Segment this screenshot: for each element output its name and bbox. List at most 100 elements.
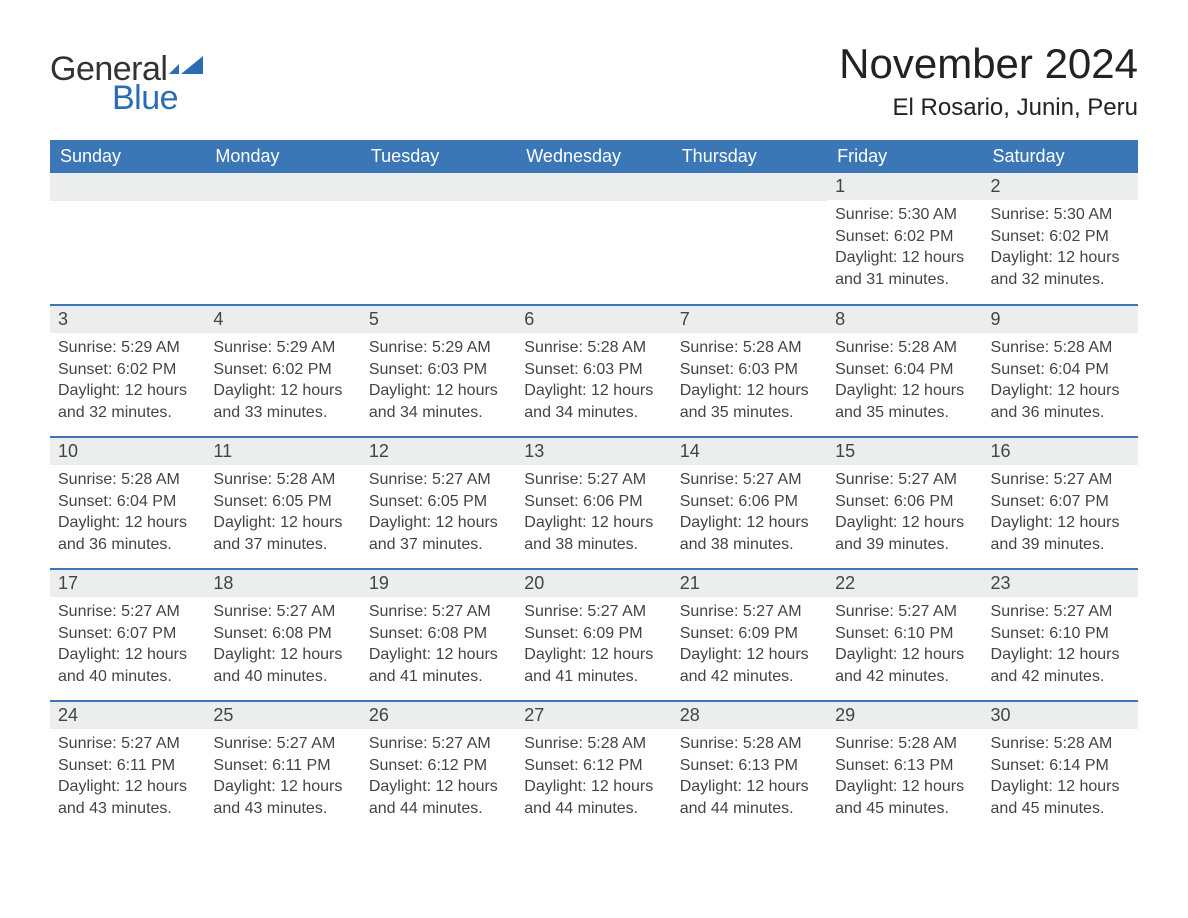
- calendar-day: 23Sunrise: 5:27 AMSunset: 6:10 PMDayligh…: [983, 569, 1138, 701]
- sunset-line: Sunset: 6:03 PM: [680, 359, 819, 381]
- day-details: Sunrise: 5:27 AMSunset: 6:09 PMDaylight:…: [672, 597, 827, 693]
- calendar-week: 24Sunrise: 5:27 AMSunset: 6:11 PMDayligh…: [50, 701, 1138, 833]
- daylight-line: Daylight: 12 hours and 45 minutes.: [835, 776, 974, 819]
- sunrise-line: Sunrise: 5:29 AM: [213, 337, 352, 359]
- daylight-line: Daylight: 12 hours and 32 minutes.: [58, 380, 197, 423]
- daylight-line: Daylight: 12 hours and 43 minutes.: [213, 776, 352, 819]
- sunset-line: Sunset: 6:11 PM: [58, 755, 197, 777]
- daylight-line: Daylight: 12 hours and 45 minutes.: [991, 776, 1130, 819]
- calendar-week: 17Sunrise: 5:27 AMSunset: 6:07 PMDayligh…: [50, 569, 1138, 701]
- day-details: Sunrise: 5:28 AMSunset: 6:03 PMDaylight:…: [516, 333, 671, 429]
- day-number: 7: [672, 306, 827, 333]
- calendar-day: 13Sunrise: 5:27 AMSunset: 6:06 PMDayligh…: [516, 437, 671, 569]
- calendar-day: 30Sunrise: 5:28 AMSunset: 6:14 PMDayligh…: [983, 701, 1138, 833]
- day-number: 18: [205, 570, 360, 597]
- day-number: 14: [672, 438, 827, 465]
- daylight-line: Daylight: 12 hours and 42 minutes.: [991, 644, 1130, 687]
- calendar-day: 6Sunrise: 5:28 AMSunset: 6:03 PMDaylight…: [516, 305, 671, 437]
- sunset-line: Sunset: 6:02 PM: [991, 226, 1130, 248]
- sunset-line: Sunset: 6:06 PM: [524, 491, 663, 513]
- sunrise-line: Sunrise: 5:29 AM: [58, 337, 197, 359]
- sunrise-line: Sunrise: 5:28 AM: [991, 733, 1130, 755]
- daylight-line: Daylight: 12 hours and 39 minutes.: [835, 512, 974, 555]
- daylight-line: Daylight: 12 hours and 44 minutes.: [680, 776, 819, 819]
- calendar-day-empty: [516, 173, 671, 305]
- calendar-day: 18Sunrise: 5:27 AMSunset: 6:08 PMDayligh…: [205, 569, 360, 701]
- calendar-day: 27Sunrise: 5:28 AMSunset: 6:12 PMDayligh…: [516, 701, 671, 833]
- sunrise-line: Sunrise: 5:28 AM: [680, 733, 819, 755]
- calendar-day: 7Sunrise: 5:28 AMSunset: 6:03 PMDaylight…: [672, 305, 827, 437]
- sunset-line: Sunset: 6:10 PM: [991, 623, 1130, 645]
- sunset-line: Sunset: 6:06 PM: [835, 491, 974, 513]
- calendar-day-empty: [361, 173, 516, 305]
- daylight-line: Daylight: 12 hours and 42 minutes.: [835, 644, 974, 687]
- sunrise-line: Sunrise: 5:28 AM: [524, 337, 663, 359]
- day-number: 9: [983, 306, 1138, 333]
- calendar-day: 21Sunrise: 5:27 AMSunset: 6:09 PMDayligh…: [672, 569, 827, 701]
- calendar-day: 22Sunrise: 5:27 AMSunset: 6:10 PMDayligh…: [827, 569, 982, 701]
- day-details: Sunrise: 5:27 AMSunset: 6:07 PMDaylight:…: [50, 597, 205, 693]
- sunset-line: Sunset: 6:10 PM: [835, 623, 974, 645]
- sunrise-line: Sunrise: 5:27 AM: [369, 469, 508, 491]
- sunrise-line: Sunrise: 5:27 AM: [58, 733, 197, 755]
- day-details: Sunrise: 5:28 AMSunset: 6:14 PMDaylight:…: [983, 729, 1138, 825]
- daylight-line: Daylight: 12 hours and 40 minutes.: [213, 644, 352, 687]
- empty-day-bar: [672, 173, 827, 201]
- day-details: Sunrise: 5:27 AMSunset: 6:11 PMDaylight:…: [50, 729, 205, 825]
- calendar-day-empty: [50, 173, 205, 305]
- daylight-line: Daylight: 12 hours and 36 minutes.: [991, 380, 1130, 423]
- daylight-line: Daylight: 12 hours and 40 minutes.: [58, 644, 197, 687]
- day-number: 12: [361, 438, 516, 465]
- day-details: Sunrise: 5:27 AMSunset: 6:05 PMDaylight:…: [361, 465, 516, 561]
- day-details: Sunrise: 5:27 AMSunset: 6:07 PMDaylight:…: [983, 465, 1138, 561]
- sunset-line: Sunset: 6:03 PM: [524, 359, 663, 381]
- empty-day-bar: [50, 173, 205, 201]
- sunrise-line: Sunrise: 5:27 AM: [213, 601, 352, 623]
- day-number: 30: [983, 702, 1138, 729]
- day-details: Sunrise: 5:28 AMSunset: 6:13 PMDaylight:…: [827, 729, 982, 825]
- sunset-line: Sunset: 6:11 PM: [213, 755, 352, 777]
- daylight-line: Daylight: 12 hours and 38 minutes.: [524, 512, 663, 555]
- weekday-header: Monday: [205, 140, 360, 173]
- daylight-line: Daylight: 12 hours and 35 minutes.: [680, 380, 819, 423]
- day-number: 3: [50, 306, 205, 333]
- calendar-day-empty: [672, 173, 827, 305]
- day-details: Sunrise: 5:27 AMSunset: 6:09 PMDaylight:…: [516, 597, 671, 693]
- sunrise-line: Sunrise: 5:27 AM: [524, 601, 663, 623]
- daylight-line: Daylight: 12 hours and 38 minutes.: [680, 512, 819, 555]
- calendar-week: 3Sunrise: 5:29 AMSunset: 6:02 PMDaylight…: [50, 305, 1138, 437]
- calendar-day: 14Sunrise: 5:27 AMSunset: 6:06 PMDayligh…: [672, 437, 827, 569]
- day-number: 26: [361, 702, 516, 729]
- day-details: Sunrise: 5:27 AMSunset: 6:08 PMDaylight:…: [361, 597, 516, 693]
- weekday-header-row: SundayMondayTuesdayWednesdayThursdayFrid…: [50, 140, 1138, 173]
- day-details: Sunrise: 5:29 AMSunset: 6:02 PMDaylight:…: [50, 333, 205, 429]
- sunrise-line: Sunrise: 5:28 AM: [835, 733, 974, 755]
- daylight-line: Daylight: 12 hours and 37 minutes.: [369, 512, 508, 555]
- sunset-line: Sunset: 6:02 PM: [58, 359, 197, 381]
- sunrise-line: Sunrise: 5:27 AM: [369, 733, 508, 755]
- day-number: 21: [672, 570, 827, 597]
- sunset-line: Sunset: 6:04 PM: [991, 359, 1130, 381]
- sunset-line: Sunset: 6:14 PM: [991, 755, 1130, 777]
- day-number: 2: [983, 173, 1138, 200]
- daylight-line: Daylight: 12 hours and 31 minutes.: [835, 247, 974, 290]
- day-number: 25: [205, 702, 360, 729]
- sunrise-line: Sunrise: 5:27 AM: [58, 601, 197, 623]
- calendar-day: 25Sunrise: 5:27 AMSunset: 6:11 PMDayligh…: [205, 701, 360, 833]
- weekday-header: Saturday: [983, 140, 1138, 173]
- day-number: 29: [827, 702, 982, 729]
- calendar-day: 8Sunrise: 5:28 AMSunset: 6:04 PMDaylight…: [827, 305, 982, 437]
- day-details: Sunrise: 5:28 AMSunset: 6:04 PMDaylight:…: [50, 465, 205, 561]
- sunrise-line: Sunrise: 5:28 AM: [524, 733, 663, 755]
- daylight-line: Daylight: 12 hours and 44 minutes.: [369, 776, 508, 819]
- sunrise-line: Sunrise: 5:27 AM: [835, 469, 974, 491]
- day-number: 24: [50, 702, 205, 729]
- calendar-day: 16Sunrise: 5:27 AMSunset: 6:07 PMDayligh…: [983, 437, 1138, 569]
- calendar-day: 24Sunrise: 5:27 AMSunset: 6:11 PMDayligh…: [50, 701, 205, 833]
- day-details: Sunrise: 5:28 AMSunset: 6:05 PMDaylight:…: [205, 465, 360, 561]
- daylight-line: Daylight: 12 hours and 34 minutes.: [369, 380, 508, 423]
- calendar-day: 26Sunrise: 5:27 AMSunset: 6:12 PMDayligh…: [361, 701, 516, 833]
- daylight-line: Daylight: 12 hours and 41 minutes.: [369, 644, 508, 687]
- day-number: 27: [516, 702, 671, 729]
- sunset-line: Sunset: 6:07 PM: [991, 491, 1130, 513]
